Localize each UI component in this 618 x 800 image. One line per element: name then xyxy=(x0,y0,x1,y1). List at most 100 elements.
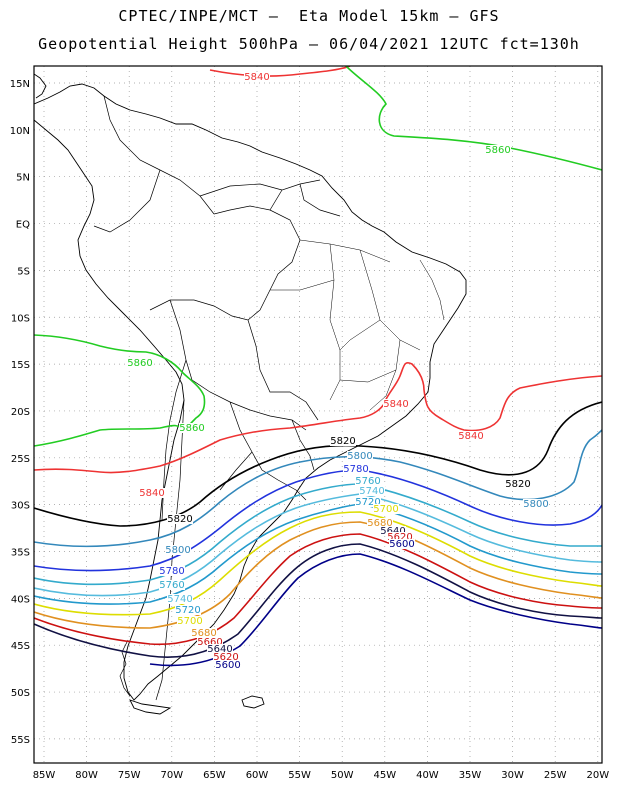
contour-label: 5680 xyxy=(367,518,392,529)
lon-tick-label: 85W xyxy=(33,770,56,781)
contour-label: 5840 xyxy=(383,399,408,410)
contours xyxy=(34,66,602,667)
contour-5660 xyxy=(34,533,602,646)
lon-tick-label: 25W xyxy=(544,770,567,781)
contour-label: 5780 xyxy=(159,566,184,577)
contour-label-bg xyxy=(127,358,153,368)
contour-label-bg xyxy=(359,486,385,496)
contour-5600 xyxy=(149,553,602,667)
contour-label: 5840 xyxy=(458,431,483,442)
contour-label: 5860 xyxy=(127,358,152,369)
contour-label-bg xyxy=(244,72,270,82)
central-america-coast xyxy=(34,73,47,99)
lon-tick-label: 75W xyxy=(118,770,141,781)
contour-label: 5740 xyxy=(359,486,384,497)
lat-lon-grid xyxy=(34,66,602,763)
contour-label-bg xyxy=(215,660,241,670)
lon-tick-label: 60W xyxy=(246,770,269,781)
contour-5860-south xyxy=(34,424,187,447)
contour-label: 5840 xyxy=(139,488,164,499)
contour-label-bg xyxy=(213,652,239,662)
contour-label: 5660 xyxy=(197,637,222,648)
contour-label-bg xyxy=(355,497,381,507)
andes-border xyxy=(155,399,185,701)
contour-label-bg xyxy=(330,436,356,446)
contour-label-bg xyxy=(139,488,165,498)
contour-label-bg xyxy=(458,431,484,441)
contour-label: 5700 xyxy=(177,616,202,627)
lat-tick-label: 20S xyxy=(11,407,30,418)
lat-tick-label: 45S xyxy=(11,641,30,652)
contour-label: 5760 xyxy=(355,476,380,487)
contour-5840-north xyxy=(209,66,351,77)
lat-tick-label: 35S xyxy=(11,548,30,559)
contour-label-bg xyxy=(367,518,393,528)
contour-label: 5700 xyxy=(373,504,398,515)
contour-label: 5680 xyxy=(191,628,216,639)
lat-tick-label: EQ xyxy=(16,220,30,231)
contour-label-bg xyxy=(177,616,203,626)
latitude-tick-labels: 15N 10N 5N EQ 5S 10S 15S 20S 25S 30S 35S 40S 45S 50S 5… xyxy=(10,79,30,746)
contour-label-bg xyxy=(167,594,193,604)
contour-label: 5760 xyxy=(159,580,184,591)
contour-label-bg xyxy=(387,532,413,542)
contour-label-bg xyxy=(389,539,415,549)
contour-label-bg xyxy=(343,464,369,474)
contour-label: 5780 xyxy=(343,464,368,475)
lat-tick-label: 15S xyxy=(11,360,30,371)
lat-tick-label: 30S xyxy=(11,501,30,512)
contour-label-bg xyxy=(373,504,399,514)
contour-5640 xyxy=(34,543,602,658)
lon-tick-label: 35W xyxy=(459,770,482,781)
contour-label-bg xyxy=(165,545,191,555)
contour-5800 xyxy=(34,429,602,548)
contour-label: 5800 xyxy=(165,545,190,556)
lon-tick-label: 55W xyxy=(288,770,311,781)
contour-5700 xyxy=(34,511,602,616)
contour-5860-north xyxy=(345,66,602,171)
contour-label: 5860 xyxy=(485,145,510,156)
contour-label: 5820 xyxy=(167,514,192,525)
coastlines xyxy=(34,73,467,715)
lon-tick-label: 30W xyxy=(501,770,524,781)
contour-label-bg xyxy=(197,637,223,647)
lat-tick-label: 10N xyxy=(10,126,30,137)
contour-label-bg xyxy=(523,499,549,509)
contour-5680 xyxy=(34,521,602,629)
contour-5740 xyxy=(34,493,602,597)
contour-label: 5720 xyxy=(175,605,200,616)
contour-5720 xyxy=(34,503,602,605)
contour-5820 xyxy=(34,401,602,527)
contour-label: 5820 xyxy=(505,479,530,490)
contour-label: 5800 xyxy=(347,451,372,462)
lon-tick-label: 40W xyxy=(416,770,439,781)
lon-tick-label: 45W xyxy=(373,770,396,781)
contour-label-bg xyxy=(191,628,217,638)
contour-label: 5640 xyxy=(207,644,232,655)
contour-5780 xyxy=(34,469,602,572)
lat-tick-label: 50S xyxy=(11,688,30,699)
lat-tick-label: 15N xyxy=(10,79,30,90)
state-borders xyxy=(270,239,445,411)
lon-tick-label: 50W xyxy=(331,770,354,781)
lon-tick-label: 20W xyxy=(586,770,609,781)
falkland-islands xyxy=(241,695,265,709)
lat-tick-label: 40S xyxy=(11,594,30,605)
lon-tick-label: 80W xyxy=(75,770,98,781)
contour-labels: 5840586058605860584058405820580057805760… xyxy=(127,72,549,671)
country-borders xyxy=(93,95,341,521)
contour-label-bg xyxy=(347,451,373,461)
chiloe-archipelago xyxy=(119,639,131,697)
contour-label-bg xyxy=(505,479,531,489)
contour-5840 xyxy=(34,361,602,474)
contour-label-bg xyxy=(167,514,193,524)
contour-label: 5820 xyxy=(330,436,355,447)
contour-label-bg xyxy=(207,644,233,654)
contour-label: 5860 xyxy=(179,423,204,434)
lat-tick-label: 25S xyxy=(11,454,30,465)
map-title-line1: CPTEC/INPE/MCT – Eta Model 15km – GFS xyxy=(118,7,500,25)
contour-label-bg xyxy=(179,423,205,433)
contour-label-bg xyxy=(383,399,409,409)
lon-tick-label: 70W xyxy=(160,770,183,781)
